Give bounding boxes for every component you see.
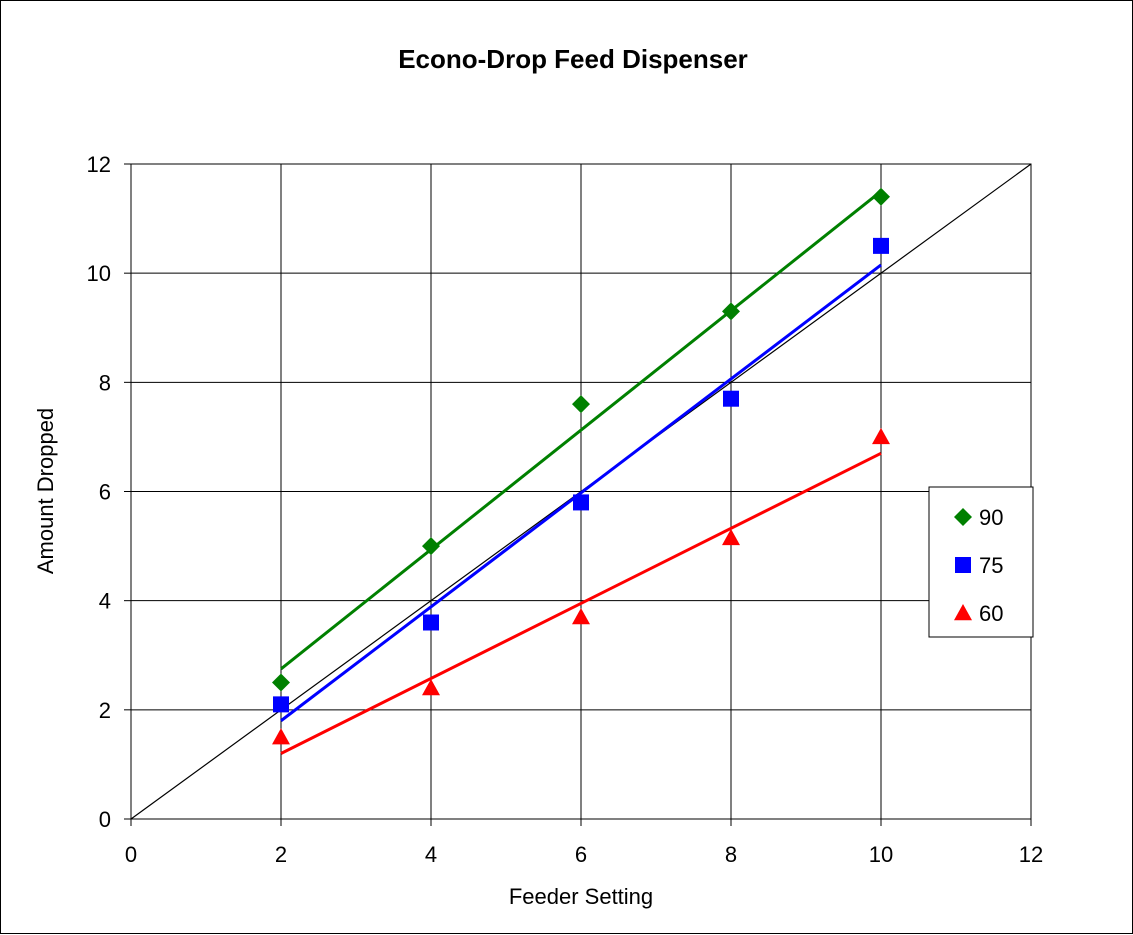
tick-label-layer: 0 2 4 6 8 10 12 0 2 4 6 8 10 12: [87, 152, 1044, 867]
series-60-point: [872, 427, 890, 445]
y-tick-label: 8: [99, 370, 111, 395]
legend-label-90: 90: [979, 505, 1003, 530]
series-90-point: [272, 673, 290, 692]
y-axis-label: Amount Dropped: [33, 408, 58, 574]
series-90-point: [572, 395, 590, 414]
series-60-point: [422, 679, 440, 696]
y-tick-label: 0: [99, 807, 111, 832]
series-60-point: [572, 608, 590, 625]
x-tick-label: 8: [725, 842, 737, 867]
series-90-point: [422, 537, 440, 556]
series-75-point: [573, 494, 589, 511]
legend-box: [928, 486, 1034, 638]
series-60-point: [272, 728, 290, 745]
y-tick-label: 10: [87, 261, 111, 286]
x-tick-label: 4: [425, 842, 437, 867]
series-60-trendline: [280, 451, 882, 755]
x-tick-label: 10: [869, 842, 893, 867]
legend-marker-75: [955, 557, 971, 573]
y-tick-label: 6: [99, 480, 111, 505]
series-90-point: [722, 302, 740, 321]
legend-label-75: 75: [979, 553, 1003, 578]
series-75-point: [423, 614, 439, 631]
y-tick-label: 4: [99, 589, 111, 614]
x-tick-label: 12: [1019, 842, 1043, 867]
series-75-point: [273, 696, 289, 713]
legend-items: 90 75 60: [954, 505, 1003, 626]
y-tick-label: 2: [99, 698, 111, 723]
series-60-point: [722, 528, 740, 546]
x-tick-label: 6: [575, 842, 587, 867]
legend: 90 75 60: [928, 486, 1034, 638]
chart-title: Econo-Drop Feed Dispenser: [398, 44, 748, 74]
series-90-trendline: [280, 190, 882, 671]
y-tick-label: 12: [87, 152, 111, 177]
x-tick-label: 0: [125, 842, 137, 867]
legend-label-60: 60: [979, 601, 1003, 626]
marker-layer: [272, 187, 890, 745]
x-tick-label: 2: [275, 842, 287, 867]
x-axis-label: Feeder Setting: [509, 884, 653, 909]
legend-marker-90: [954, 508, 972, 526]
trendline-layer: [280, 190, 882, 755]
series-90-point: [872, 187, 890, 206]
legend-marker-60: [954, 604, 972, 621]
series-75-point: [873, 237, 889, 254]
series-75-point: [723, 390, 739, 407]
series-75-trendline: [280, 263, 882, 722]
